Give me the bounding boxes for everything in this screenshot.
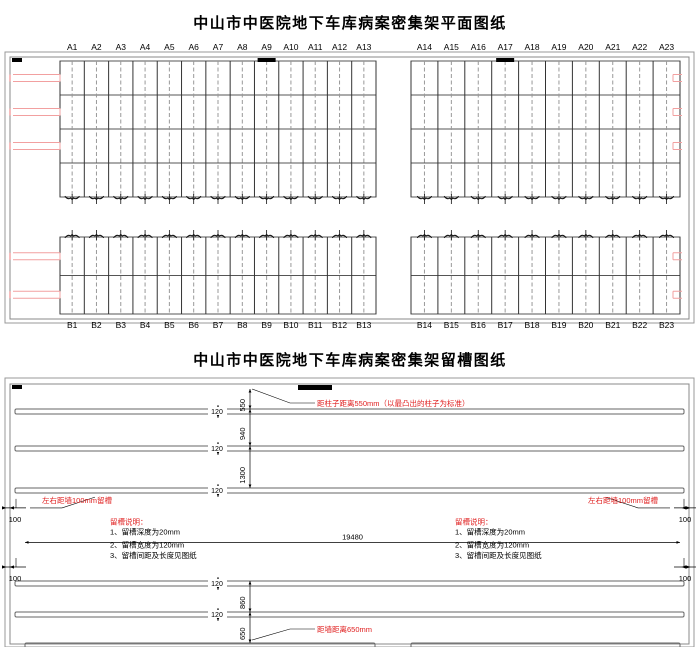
svg-text:940: 940 (238, 428, 247, 441)
svg-text:A7: A7 (213, 42, 224, 52)
svg-text:19480: 19480 (342, 532, 363, 541)
svg-text:左右距墙100mm留槽: 左右距墙100mm留槽 (42, 495, 113, 505)
svg-text:B4: B4 (140, 320, 151, 330)
svg-text:A12: A12 (332, 42, 347, 52)
svg-text:550: 550 (238, 399, 247, 412)
svg-text:B17: B17 (498, 320, 513, 330)
svg-text:A19: A19 (551, 42, 566, 52)
svg-text:A21: A21 (605, 42, 620, 52)
svg-text:2、留槽宽度为120mm: 2、留槽宽度为120mm (455, 540, 529, 550)
svg-text:120: 120 (211, 446, 223, 453)
svg-text:B5: B5 (164, 320, 175, 330)
svg-text:距柱子距离550mm（以最凸出的柱子为标准）: 距柱子距离550mm（以最凸出的柱子为标准） (317, 398, 470, 408)
svg-text:1、留槽深度为20mm: 1、留槽深度为20mm (455, 527, 525, 537)
svg-text:B3: B3 (116, 320, 127, 330)
svg-text:A13: A13 (356, 42, 371, 52)
svg-text:100: 100 (9, 515, 22, 524)
svg-text:1300: 1300 (238, 467, 247, 484)
svg-text:留槽说明：: 留槽说明： (455, 516, 493, 526)
svg-text:B19: B19 (551, 320, 566, 330)
svg-text:A15: A15 (444, 42, 459, 52)
svg-text:100: 100 (9, 574, 22, 583)
svg-text:120: 120 (211, 581, 223, 588)
svg-text:A11: A11 (308, 42, 323, 52)
svg-text:留槽说明：: 留槽说明： (110, 516, 148, 526)
svg-text:A9: A9 (261, 42, 272, 52)
svg-text:A20: A20 (578, 42, 593, 52)
svg-text:A5: A5 (164, 42, 175, 52)
svg-text:左右距墙100mm留槽: 左右距墙100mm留槽 (588, 495, 659, 505)
svg-text:距墙距离650mm: 距墙距离650mm (317, 624, 372, 634)
svg-text:3、留槽间距及长度见图纸: 3、留槽间距及长度见图纸 (110, 550, 197, 560)
svg-text:A14: A14 (417, 42, 432, 52)
svg-text:100: 100 (679, 574, 692, 583)
svg-text:B7: B7 (213, 320, 224, 330)
svg-text:B12: B12 (332, 320, 347, 330)
svg-text:B23: B23 (659, 320, 674, 330)
svg-text:120: 120 (211, 612, 223, 619)
svg-text:A10: A10 (283, 42, 298, 52)
svg-text:100: 100 (679, 515, 692, 524)
svg-text:A18: A18 (524, 42, 539, 52)
svg-text:A1: A1 (67, 42, 78, 52)
svg-text:120: 120 (211, 409, 223, 416)
svg-text:A17: A17 (498, 42, 513, 52)
svg-text:A4: A4 (140, 42, 151, 52)
svg-text:2、留槽宽度为120mm: 2、留槽宽度为120mm (110, 540, 184, 550)
svg-text:B14: B14 (417, 320, 432, 330)
svg-text:A22: A22 (632, 42, 647, 52)
svg-text:B20: B20 (578, 320, 593, 330)
svg-text:650: 650 (238, 628, 247, 641)
svg-text:B1: B1 (67, 320, 78, 330)
svg-text:120: 120 (211, 488, 223, 495)
svg-text:B21: B21 (605, 320, 620, 330)
svg-text:B8: B8 (237, 320, 248, 330)
svg-text:B18: B18 (524, 320, 539, 330)
svg-text:B16: B16 (471, 320, 486, 330)
svg-text:A6: A6 (188, 42, 199, 52)
svg-text:B9: B9 (261, 320, 272, 330)
svg-text:B2: B2 (91, 320, 102, 330)
svg-text:1、留槽深度为20mm: 1、留槽深度为20mm (110, 527, 180, 537)
svg-text:3、留槽间距及长度见图纸: 3、留槽间距及长度见图纸 (455, 550, 542, 560)
svg-text:B15: B15 (444, 320, 459, 330)
svg-text:A23: A23 (659, 42, 674, 52)
svg-text:A2: A2 (91, 42, 102, 52)
svg-text:B13: B13 (356, 320, 371, 330)
svg-text:B6: B6 (188, 320, 199, 330)
svg-text:860: 860 (238, 597, 247, 610)
svg-text:B22: B22 (632, 320, 647, 330)
svg-text:A8: A8 (237, 42, 248, 52)
svg-text:B10: B10 (283, 320, 298, 330)
svg-text:A16: A16 (471, 42, 486, 52)
svg-text:B11: B11 (308, 320, 323, 330)
svg-text:A3: A3 (116, 42, 127, 52)
